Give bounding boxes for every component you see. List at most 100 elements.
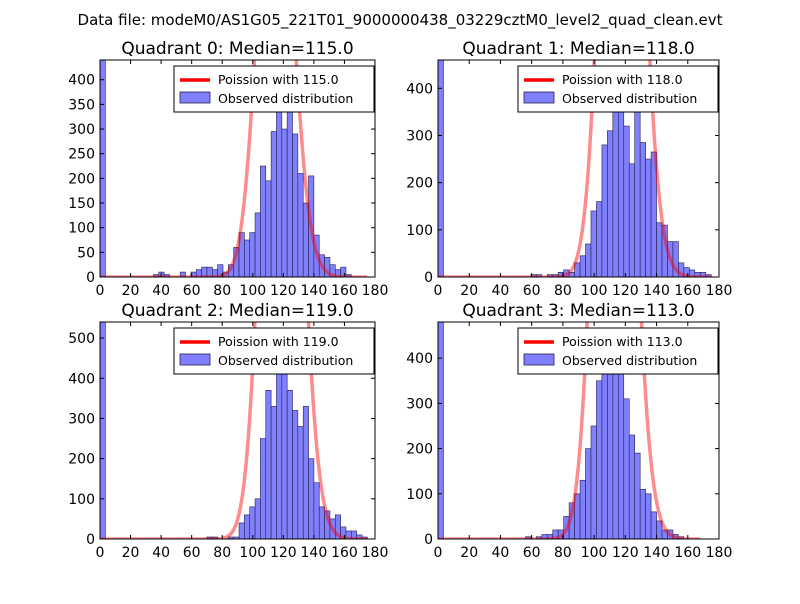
axes-frame	[99, 321, 376, 540]
y-tick-label: 0	[424, 270, 433, 286]
y-tick-label: 400	[406, 351, 433, 367]
histogram-bar	[596, 380, 603, 539]
histogram-bar	[313, 482, 320, 539]
subplot-quadrant-3: 0 20 40 60 80 100 120 140 160 1800100200300400Qua…	[406, 301, 733, 561]
histogram-bars	[100, 60, 352, 277]
histogram-bar	[656, 222, 663, 277]
histogram-bar	[596, 201, 603, 277]
y-tick-label: 350	[68, 97, 95, 113]
legend-bar-label: Observed distribution	[218, 353, 353, 368]
y-tick-label: 200	[406, 176, 433, 192]
legend-box	[173, 327, 375, 375]
histogram-bar	[639, 142, 646, 277]
legend-bar-label: Observed distribution	[562, 353, 697, 368]
histogram-bar	[607, 130, 614, 277]
x-tick-label: 60	[523, 283, 541, 299]
histogram-bar	[601, 357, 608, 539]
poisson-curve	[100, 60, 368, 277]
legend-box	[517, 65, 719, 113]
histogram-bar	[270, 131, 277, 277]
subplot-title: Quadrant 3: Median=113.0	[462, 301, 694, 321]
x-tick-label: 60	[183, 283, 201, 299]
histogram-bar	[308, 458, 315, 539]
histogram-bar	[650, 151, 657, 277]
histogram-bar	[585, 448, 592, 539]
histogram-bar	[281, 128, 288, 277]
x-tick-label: 100	[581, 283, 608, 299]
legend-bar-swatch	[179, 91, 211, 104]
legend: Poission with 119.0 Observed distribution	[173, 327, 375, 375]
y-tick-label: 400	[68, 73, 95, 89]
legend-bar-swatch	[523, 91, 555, 104]
x-tick-label: 20	[460, 545, 478, 561]
histogram-bar	[254, 498, 261, 539]
x-tick-label: 160	[674, 545, 701, 561]
legend-curve-label: Poission with 113.0	[562, 334, 683, 349]
x-tick-label: 80	[213, 545, 231, 561]
x-tick-label: 40	[152, 283, 170, 299]
histogram-bar	[249, 506, 256, 539]
x-tick-label: 0	[96, 545, 105, 561]
histogram-bar	[438, 60, 444, 277]
histogram-bar	[297, 173, 304, 277]
x-tick-label: 120	[270, 283, 297, 299]
poisson-curve	[100, 322, 368, 539]
legend: Poission with 115.0 Observed distribution	[173, 65, 375, 113]
x-tick-label: 140	[643, 283, 670, 299]
histogram-bar	[270, 406, 277, 539]
y-tick-label: 0	[424, 532, 433, 548]
y-tick-label: 200	[68, 452, 95, 468]
histogram-bar	[100, 60, 106, 277]
histogram-bar	[612, 92, 619, 277]
legend-bar-swatch	[179, 353, 211, 366]
histogram-bar	[318, 506, 325, 539]
x-tick-label: 160	[674, 283, 701, 299]
y-tick-label: 300	[406, 128, 433, 144]
y-tick-label: 500	[68, 331, 95, 347]
subplot-title: Quadrant 1: Median=118.0	[462, 39, 694, 59]
histogram-bar	[585, 243, 592, 277]
x-tick-label: 20	[460, 283, 478, 299]
axes-frame	[99, 59, 376, 278]
x-tick-label: 60	[523, 545, 541, 561]
legend-bar-label: Observed distribution	[562, 91, 697, 106]
histogram-bar	[579, 479, 586, 539]
histogram-bar	[302, 406, 309, 539]
histogram-bar	[100, 322, 106, 539]
y-tick-label: 200	[68, 171, 95, 187]
subplot-title: Quadrant 0: Median=115.0	[121, 39, 353, 59]
x-tick-label: 160	[331, 545, 358, 561]
histogram-bar	[292, 410, 299, 539]
histogram-bar	[579, 255, 586, 277]
x-tick-label: 0	[434, 283, 443, 299]
x-tick-label: 180	[706, 545, 733, 561]
legend-bar-swatch	[523, 353, 555, 366]
y-tick-label: 300	[406, 396, 433, 412]
histogram-bar	[438, 322, 444, 539]
x-tick-label: 40	[492, 283, 510, 299]
x-tick-label: 160	[331, 283, 358, 299]
histogram-bar	[645, 158, 652, 277]
histogram-bar	[276, 361, 283, 539]
histogram-bar	[623, 125, 630, 277]
x-tick-label: 60	[183, 545, 201, 561]
histogram-bar	[286, 104, 293, 277]
legend-curve-label: Poission with 119.0	[218, 334, 339, 349]
histogram-bar	[634, 92, 641, 277]
histogram-bar	[238, 522, 245, 539]
histogram-bar	[618, 348, 625, 539]
histogram-bar	[265, 180, 272, 277]
histogram-bar	[601, 144, 608, 277]
x-tick-label: 20	[122, 283, 140, 299]
histogram-bar	[672, 241, 679, 277]
legend: Poission with 118.0 Observed distribution	[517, 65, 719, 113]
legend-curve-label: Poission with 115.0	[218, 72, 339, 87]
axes-frame	[437, 59, 720, 278]
histogram-bar	[244, 239, 251, 277]
histogram-bar	[639, 488, 646, 539]
poisson-curve	[438, 322, 701, 539]
histogram-bar	[292, 133, 299, 277]
y-tick-label: 0	[86, 532, 95, 548]
y-tick-label: 200	[406, 442, 433, 458]
